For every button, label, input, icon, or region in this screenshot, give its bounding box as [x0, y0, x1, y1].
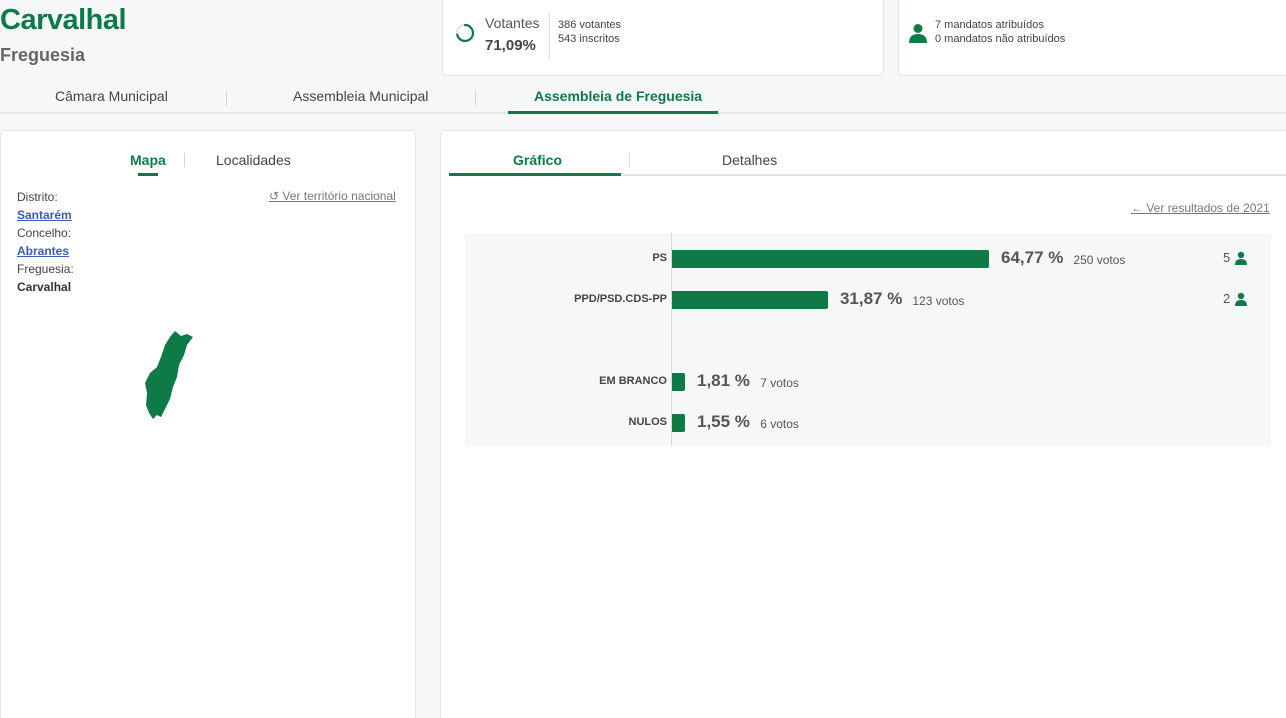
- distrito-link[interactable]: Santarém: [17, 208, 72, 222]
- concelho-label: Concelho:: [17, 226, 72, 240]
- map-panel: Mapa Localidades ↺ Ver território nacion…: [0, 130, 416, 718]
- person-icon: [1235, 292, 1247, 306]
- bar[interactable]: [672, 291, 828, 309]
- bar-votes-label: 6 votos: [760, 417, 799, 431]
- tab-assembleia-freguesia[interactable]: Assembleia de Freguesia: [534, 88, 703, 104]
- freguesia-map[interactable]: [143, 331, 195, 421]
- turnout-ring-icon: [455, 23, 475, 43]
- bar[interactable]: [672, 373, 685, 391]
- mandatos-nao-atribuidos: 0 mandatos não atribuídos: [935, 33, 1066, 45]
- active-tab-indicator: [508, 111, 718, 114]
- bar[interactable]: [672, 414, 685, 432]
- votantes-label: Votantes: [485, 15, 540, 31]
- main-tabs: Câmara Municipal Assembleia Municipal As…: [0, 82, 1286, 114]
- bar-value-label: 1,55 %: [697, 412, 750, 431]
- tab-mapa[interactable]: Mapa: [130, 152, 166, 168]
- votantes-divider: [549, 13, 550, 59]
- seats-count: 2: [1223, 291, 1231, 306]
- bar[interactable]: [672, 250, 989, 268]
- mandatos-card: 7 mandatos atribuídos 0 mandatos não atr…: [898, 0, 1286, 76]
- national-territory-link[interactable]: ↺ Ver território nacional: [269, 189, 396, 203]
- seats-count: 5: [1223, 250, 1231, 265]
- chart-axis: [671, 233, 672, 446]
- tab-camara-municipal[interactable]: Câmara Municipal: [55, 88, 168, 104]
- page-subtitle: Freguesia: [0, 45, 86, 65]
- tab-grafico[interactable]: Gráfico: [513, 152, 563, 168]
- bar-votes-label: 7 votos: [760, 376, 799, 390]
- active-tab-indicator: [138, 173, 158, 176]
- bar-value-label: 31,87 %: [839, 289, 903, 308]
- bar-label: PS: [652, 252, 667, 264]
- chart-row: PPD/PSD.CDS-PP 31,87 % 123 votos 2: [465, 289, 1271, 309]
- bar-votes-label: 123 votos: [912, 294, 965, 308]
- chart-row: PS 64,77 % 250 votos 5: [465, 248, 1271, 268]
- results-2021-link[interactable]: ← Ver resultados de 2021: [1131, 201, 1270, 215]
- bar-label: EM BRANCO: [599, 375, 667, 387]
- tab-separator: [184, 153, 185, 167]
- bar-votes-label: 250 votos: [1073, 253, 1126, 267]
- concelho-link[interactable]: Abrantes: [17, 244, 70, 258]
- votantes-card: Votantes 71,09% 386 votantes 543 inscrit…: [442, 0, 884, 76]
- freguesia-label: Freguesia:: [17, 262, 74, 276]
- results-2021-label: Ver resultados de 2021: [1146, 201, 1270, 215]
- tab-separator: [629, 153, 630, 167]
- person-icon: [909, 24, 927, 43]
- tab-separator: [475, 90, 476, 106]
- results-panel: Gráfico Detalhes ← Ver resultados de 202…: [440, 130, 1286, 718]
- freguesia-value: Carvalhal: [17, 280, 72, 294]
- bar-value-label: 1,81 %: [697, 371, 750, 390]
- bar-value-label: 64,77 %: [1001, 248, 1064, 267]
- votantes-count: 386 votantes: [558, 19, 621, 31]
- chart-row: NULOS 1,55 % 6 votos: [465, 412, 1271, 432]
- inscritos-count: 543 inscritos: [558, 33, 620, 45]
- undo-icon: ↺: [269, 189, 280, 203]
- bar-label: PPD/PSD.CDS-PP: [574, 293, 667, 305]
- results-tabs: Gráfico Detalhes: [449, 131, 1286, 176]
- mandatos-atribuidos: 7 mandatos atribuídos: [935, 19, 1044, 31]
- chart-row: EM BRANCO 1,81 % 7 votos: [465, 371, 1271, 391]
- results-chart: PS 64,77 % 250 votos 5 PPD/PSD.CDS-PP 31,87 %…: [465, 233, 1271, 446]
- votantes-percent: 71,09%: [485, 37, 536, 54]
- arrow-left-icon: ←: [1131, 201, 1143, 215]
- distrito-label: Distrito:: [17, 190, 58, 204]
- tab-separator: [226, 90, 227, 106]
- page-title: Carvalhal: [0, 4, 127, 36]
- active-tab-indicator: [449, 173, 621, 176]
- tab-localidades[interactable]: Localidades: [216, 152, 291, 168]
- person-icon: [1235, 251, 1247, 265]
- national-territory-link-label: Ver território nacional: [282, 189, 396, 203]
- tab-assembleia-municipal[interactable]: Assembleia Municipal: [293, 88, 429, 104]
- tab-detalhes[interactable]: Detalhes: [722, 152, 778, 168]
- bar-label: NULOS: [628, 416, 668, 428]
